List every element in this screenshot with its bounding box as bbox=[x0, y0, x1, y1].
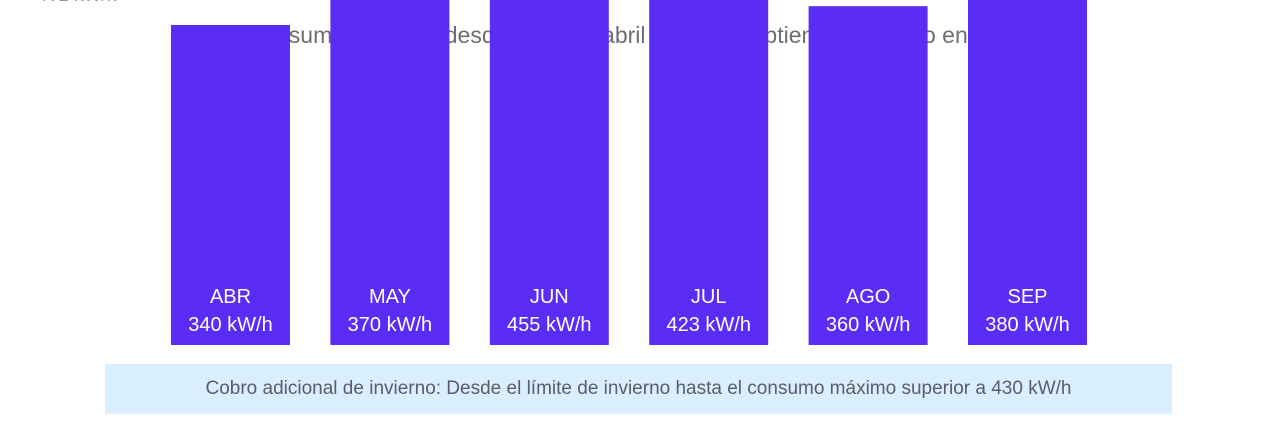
bar-value-label: 380 kW/h bbox=[985, 314, 1069, 336]
bar-value-label: 340 kW/h bbox=[188, 314, 272, 336]
bar-category-label: SEP bbox=[1007, 286, 1047, 308]
bar-category-label: MAY bbox=[369, 286, 411, 308]
bar-category-label: ABR bbox=[210, 286, 251, 308]
bar-value-label: 423 kW/h bbox=[666, 314, 750, 336]
bar-value-label: 455 kW/h bbox=[507, 314, 591, 336]
footnote-banner: Cobro adicional de invierno: Desde el lí… bbox=[105, 364, 1172, 414]
bar-value-label: 360 kW/h bbox=[826, 314, 910, 336]
bar-jun bbox=[489, 0, 609, 345]
bar-category-label: JUN bbox=[530, 286, 569, 308]
bar-abr bbox=[171, 24, 290, 345]
reference-line-label: 401 kW/h bbox=[37, 0, 117, 6]
bar-jul bbox=[649, 0, 769, 345]
bar-category-label: AGO bbox=[846, 286, 890, 308]
bar-ago bbox=[808, 6, 928, 346]
bar-may bbox=[330, 0, 450, 345]
bar-value-label: 370 kW/h bbox=[348, 314, 432, 336]
bar-category-label: JUL bbox=[691, 286, 727, 308]
bar-sep bbox=[968, 0, 1087, 346]
